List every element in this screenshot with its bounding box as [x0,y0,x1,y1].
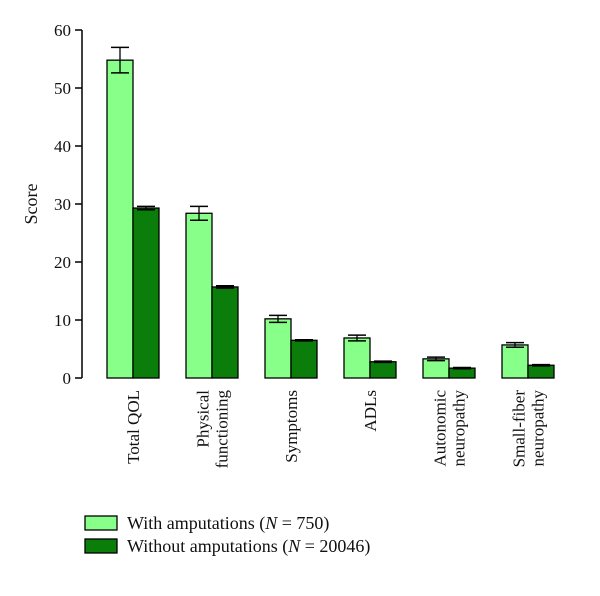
legend: With amputations (N = 750)Without amputa… [84,513,370,557]
legend-label-part: = 20046) [300,536,370,557]
x-category-label-line: functioning [213,390,232,469]
y-tick-label: 50 [54,79,71,98]
x-category-label: Physicalfunctioning [194,390,232,469]
x-category-label-line: Autonomic [431,390,450,467]
x-category-label-line: Total QOL [124,390,143,464]
x-category-label: ADLs [361,390,380,432]
legend-swatch [84,538,118,554]
bar [185,212,213,379]
x-category-label-line: neuropathy [529,390,548,467]
x-category-label-line: neuropathy [450,390,469,467]
bar [501,344,529,379]
x-category-label-line: ADLs [361,390,380,432]
x-category-label: Small-fiberneuropathy [510,390,548,468]
legend-label-part: With amputations ( [127,513,265,534]
legend-label: Without amputations (N = 20046) [127,536,370,557]
y-tick-label: 0 [63,369,72,388]
plot-area: 0 10 20 30 40 50 60 Total QOL Physicalfunctionin… [54,21,555,469]
y-tick-label: 40 [54,137,71,156]
bar [211,286,239,379]
y-tick-label: 60 [54,21,71,40]
y-axis-title: Score [21,183,41,224]
x-category-label: Symptoms [282,390,301,463]
bar [106,59,134,379]
legend-swatch [84,515,118,531]
x-category-label: Total QOL [124,390,143,464]
legend-label-part: N [287,536,301,556]
bar [369,361,397,379]
y-tick-label: 10 [54,311,71,330]
legend-label: With amputations (N = 750) [127,513,329,534]
x-category-label-line: Physical [194,390,213,448]
legend-label-part: Without amputations ( [127,536,288,557]
bar [290,339,318,379]
bar [132,207,160,379]
x-category-label: Autonomicneuropathy [431,390,469,467]
legend-label-part: N [264,513,278,533]
bar [422,358,450,379]
y-tick-label: 20 [54,253,71,272]
x-category-label-line: Small-fiber [510,390,529,468]
y-tick-label: 30 [54,195,71,214]
x-category-label-line: Symptoms [282,390,301,463]
bar [448,367,476,379]
bar [527,364,555,379]
bar [343,337,371,379]
bar [264,318,292,379]
legend-label-part: = 750) [277,513,329,534]
